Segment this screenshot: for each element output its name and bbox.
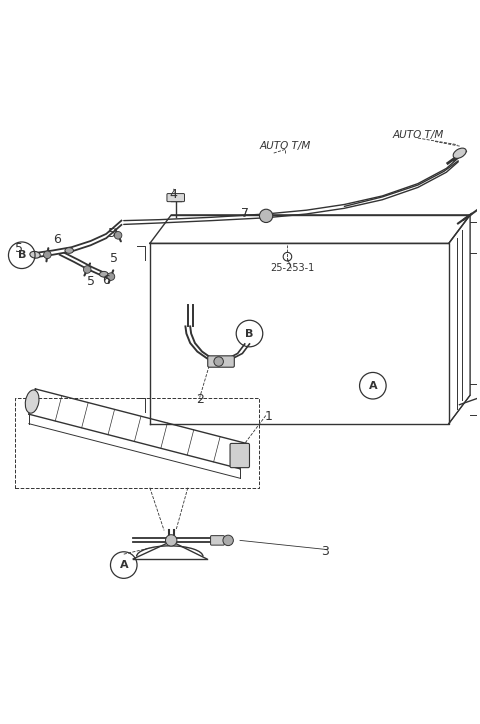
Text: 5: 5: [86, 275, 95, 288]
Circle shape: [44, 251, 51, 258]
Circle shape: [166, 535, 177, 546]
Circle shape: [260, 209, 273, 222]
Ellipse shape: [99, 272, 108, 277]
Text: 6: 6: [53, 233, 61, 246]
Text: A: A: [369, 381, 377, 391]
Text: B: B: [18, 251, 26, 260]
Text: 5: 5: [15, 242, 24, 255]
Text: B: B: [245, 329, 253, 339]
Circle shape: [214, 357, 223, 366]
Text: 4: 4: [169, 188, 178, 201]
Ellipse shape: [30, 251, 40, 258]
Text: A: A: [120, 560, 128, 570]
Circle shape: [223, 535, 233, 546]
FancyBboxPatch shape: [211, 536, 224, 545]
Text: 2: 2: [196, 393, 204, 406]
FancyBboxPatch shape: [230, 443, 250, 468]
Circle shape: [114, 232, 122, 239]
FancyBboxPatch shape: [208, 355, 234, 367]
Text: 5: 5: [110, 252, 118, 265]
Ellipse shape: [25, 390, 39, 413]
Text: 5: 5: [108, 227, 116, 240]
Ellipse shape: [453, 148, 466, 159]
Text: 7: 7: [241, 208, 249, 221]
Circle shape: [84, 266, 91, 273]
Text: 1: 1: [264, 410, 273, 423]
Text: 3: 3: [322, 545, 329, 558]
Text: AUTO T/M: AUTO T/M: [392, 130, 444, 140]
Text: 25-253-1: 25-253-1: [270, 263, 314, 273]
FancyBboxPatch shape: [167, 193, 184, 202]
Text: AUTO T/M: AUTO T/M: [259, 141, 311, 151]
Text: 6: 6: [102, 274, 110, 287]
Circle shape: [107, 273, 115, 280]
Ellipse shape: [65, 248, 73, 253]
